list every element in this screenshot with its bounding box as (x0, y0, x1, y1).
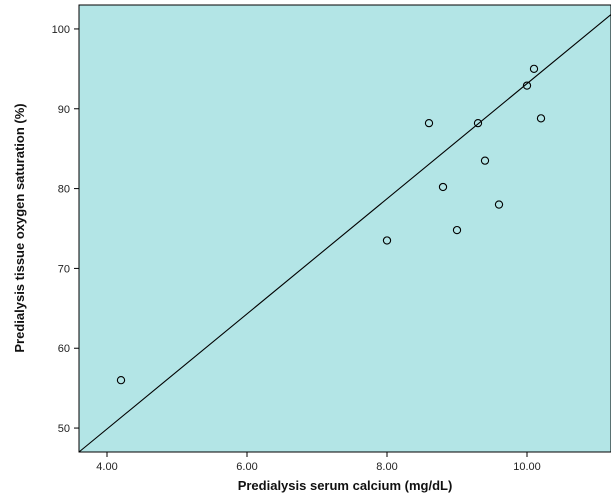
regression-line (78, 14, 611, 453)
data-point (494, 200, 504, 209)
x-axis-title: Predialysis serum calcium (mg/dL) (238, 478, 453, 493)
data-point (522, 81, 532, 90)
y-tick-label: 60 (58, 343, 70, 355)
data-points (116, 64, 546, 385)
data-point (480, 156, 490, 165)
x-tick-label: 6.00 (236, 461, 257, 473)
data-point (438, 182, 448, 192)
data-point (473, 118, 483, 128)
x-tick-label: 10.00 (513, 461, 541, 473)
data-point (529, 64, 539, 74)
y-axis-title: Predialysis tissue oxygen saturation (%) (12, 103, 27, 352)
y-tick-label: 50 (58, 423, 70, 435)
data-point (452, 225, 462, 235)
y-axis: 50 60 70 80 90 100 (52, 24, 79, 435)
y-tick-label: 80 (58, 184, 70, 196)
plot-area (78, 4, 611, 453)
x-tick-label: 8.00 (376, 461, 397, 473)
y-tick-label: 90 (58, 104, 70, 116)
y-tick-label: 70 (58, 263, 70, 275)
x-tick-label: 4.00 (96, 461, 117, 473)
data-point (424, 118, 434, 128)
x-axis: 4.00 6.00 8.00 10.00 (96, 452, 541, 473)
data-point (536, 114, 546, 123)
data-point (382, 236, 392, 245)
data-point (116, 376, 126, 385)
y-tick-label: 100 (52, 24, 70, 36)
